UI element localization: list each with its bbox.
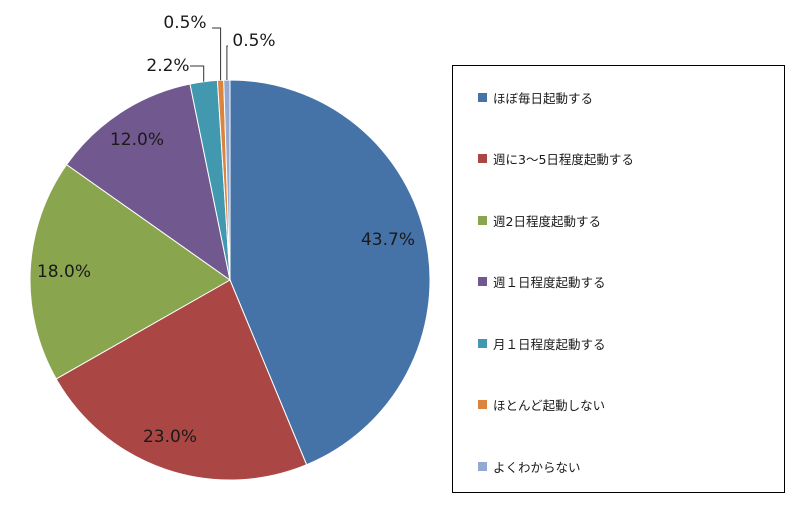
legend-item: 月１日程度起動する xyxy=(478,333,606,353)
leader-line xyxy=(212,27,222,81)
pie-slices xyxy=(29,79,431,481)
legend-item: 週2日程度起動する xyxy=(478,210,601,230)
pie-slice xyxy=(55,279,308,481)
legend-swatch xyxy=(478,338,487,348)
legend-swatch xyxy=(478,461,487,471)
legend-label: 週１日程度起動する xyxy=(493,275,606,290)
legend-label: 月１日程度起動する xyxy=(493,336,606,352)
legend-swatch xyxy=(478,92,487,102)
slice-label: 0.5% xyxy=(232,31,275,51)
legend-label: よくわからない xyxy=(493,459,581,475)
leader-line xyxy=(226,45,228,80)
legend: ほぼ毎日起動する週に3～5日程度起動する 週2日程度起動する 週１日程度起動する 月１… xyxy=(452,65,785,493)
pie-slice xyxy=(229,79,431,466)
slice-label: 2.2% xyxy=(146,56,189,76)
slice-label: 18.0% xyxy=(37,262,91,282)
legend-item: 週に3～5日程度起動する xyxy=(478,149,634,169)
slice-label: 23.0% xyxy=(143,427,197,447)
legend-item: ほとんど起動しない xyxy=(478,395,605,415)
legend-swatch xyxy=(478,215,487,225)
legend-item: ほぼ毎日起動する xyxy=(478,87,593,107)
legend-label: 週に3～5日程度起動する xyxy=(493,152,634,167)
slice-label: 0.5% xyxy=(163,13,206,33)
slice-labels: 43.7% 23.0% 18.0% 12.0% 2.2% 0.5% 0.5% xyxy=(37,13,415,447)
legend-swatch xyxy=(478,400,487,409)
pie-slice xyxy=(29,163,231,380)
pie-slice xyxy=(223,79,231,281)
legend-label: ほぼ毎日起動する xyxy=(493,90,594,106)
legend-swatch xyxy=(478,154,487,163)
leader-lines xyxy=(190,27,228,82)
legend-label: 週2日程度起動する xyxy=(493,213,601,229)
slice-label: 43.7% xyxy=(361,230,415,250)
legend-item: よくわからない xyxy=(478,456,581,476)
pie-slice xyxy=(65,83,231,282)
legend-label: ほとんど起動しない xyxy=(493,398,606,413)
leader-line xyxy=(190,65,205,82)
legend-swatch xyxy=(478,277,487,286)
legend-item: 週１日程度起動する xyxy=(478,272,606,292)
slice-label: 12.0% xyxy=(110,130,164,150)
